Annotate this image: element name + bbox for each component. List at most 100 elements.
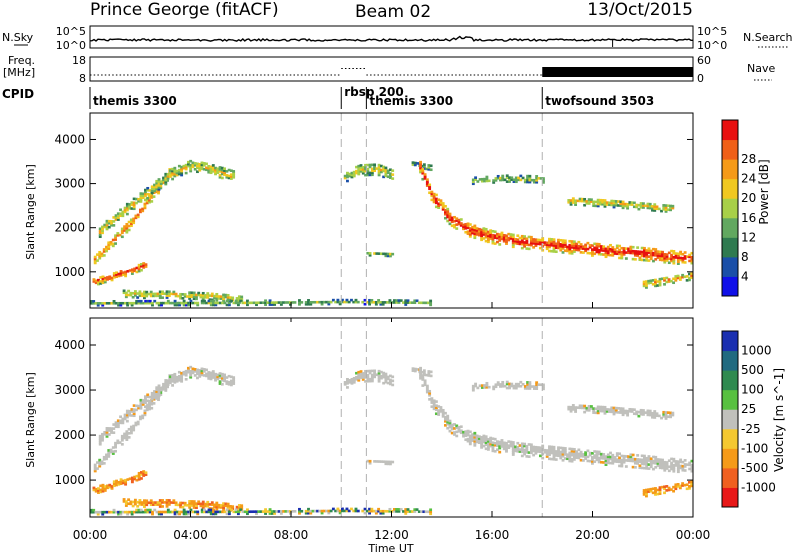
power-cell <box>503 178 507 182</box>
power-cell <box>570 240 574 243</box>
power-cell <box>493 230 497 234</box>
velocity-cell <box>112 431 116 434</box>
power-cell <box>588 244 592 247</box>
power-cell <box>429 301 433 305</box>
velocity-cell <box>654 459 658 463</box>
velocity-cell <box>635 412 639 416</box>
velocity-cell <box>486 438 490 441</box>
power-cell <box>600 245 603 248</box>
power-cell <box>529 235 533 239</box>
velocity-cell <box>359 376 363 379</box>
power-cell <box>205 162 208 166</box>
velocity-cell <box>512 386 516 390</box>
power-cell <box>105 223 109 227</box>
power-cell <box>643 248 646 252</box>
power-cell <box>288 301 292 304</box>
velocity-cell <box>366 459 370 463</box>
velocity-cell <box>157 388 161 392</box>
velocity-cell <box>510 384 514 388</box>
power-cell <box>505 240 508 243</box>
power-cell <box>658 281 662 285</box>
power-cell <box>651 205 654 208</box>
power-cell <box>241 301 245 305</box>
velocity-cell <box>596 405 600 409</box>
power-cell <box>143 206 147 210</box>
power-cell <box>615 252 619 256</box>
velocity-cell <box>175 375 179 379</box>
power-cell <box>222 297 226 301</box>
velocity-cell <box>437 405 441 408</box>
velocity-cell <box>128 413 132 417</box>
power-cell <box>421 170 425 173</box>
velocity-cell <box>639 410 643 414</box>
velocity-cell <box>568 453 572 457</box>
power-cell <box>606 253 610 257</box>
velocity-cell <box>427 372 431 375</box>
power-cell <box>239 299 243 303</box>
power-cell <box>199 293 203 297</box>
power-cell <box>200 163 204 167</box>
power-cell <box>173 299 177 303</box>
power-cell <box>654 280 657 284</box>
power-cell <box>270 301 274 304</box>
power-cell <box>609 243 612 247</box>
velocity-cell <box>603 407 607 411</box>
power-cell <box>518 236 522 240</box>
power-cell <box>232 172 236 175</box>
velocity-cell <box>511 453 515 456</box>
velocity-cell <box>137 473 141 477</box>
power-cell <box>168 175 172 178</box>
power-cell <box>669 204 672 208</box>
power-cell <box>255 303 258 307</box>
power-cell <box>552 246 556 249</box>
velocity-cell <box>123 417 127 421</box>
power-cell <box>534 238 538 241</box>
velocity-cell <box>142 470 146 473</box>
power-cell <box>645 282 648 285</box>
velocity-cell <box>346 377 349 381</box>
power-cell <box>226 295 230 299</box>
velocity-cell <box>681 482 685 485</box>
velocity-cell <box>197 500 201 504</box>
velocity-cell <box>140 501 144 504</box>
velocity-cell <box>123 413 127 417</box>
power-cell <box>628 201 632 204</box>
velocity-cell <box>386 381 390 385</box>
power-cell <box>195 297 198 301</box>
power-cell <box>509 237 513 240</box>
power-cell <box>370 298 374 302</box>
power-cell <box>180 165 184 169</box>
power-cell <box>116 232 120 235</box>
power-cell <box>384 170 388 174</box>
power-cell <box>232 170 236 173</box>
power-cell <box>252 301 256 305</box>
velocity-cell <box>168 377 172 381</box>
velocity-cell <box>441 413 445 416</box>
power-cell <box>154 294 158 298</box>
power-cell <box>662 206 666 209</box>
velocity-cell <box>322 509 326 513</box>
velocity-cell <box>457 427 461 431</box>
velocity-cell <box>429 370 433 374</box>
velocity-cell <box>663 491 666 495</box>
power-cell <box>665 259 669 262</box>
velocity-cell <box>690 467 693 471</box>
velocity-cell <box>180 380 184 383</box>
power-cell <box>207 168 211 172</box>
velocity-cell <box>676 483 680 486</box>
power-cell <box>107 243 111 246</box>
velocity-cell <box>346 382 349 385</box>
power-cell <box>645 284 648 287</box>
velocity-colorbar-swatch <box>722 409 738 430</box>
power-cell <box>466 232 470 235</box>
velocity-cell <box>422 510 426 514</box>
power-cell <box>473 236 477 240</box>
power-cell <box>638 250 642 254</box>
power-cell <box>661 256 664 260</box>
power-cell <box>235 297 239 300</box>
power-cell <box>404 303 408 306</box>
power-cell <box>138 208 142 212</box>
velocity-cell <box>615 460 619 463</box>
power-cell <box>621 200 625 204</box>
velocity-cell <box>381 511 385 515</box>
